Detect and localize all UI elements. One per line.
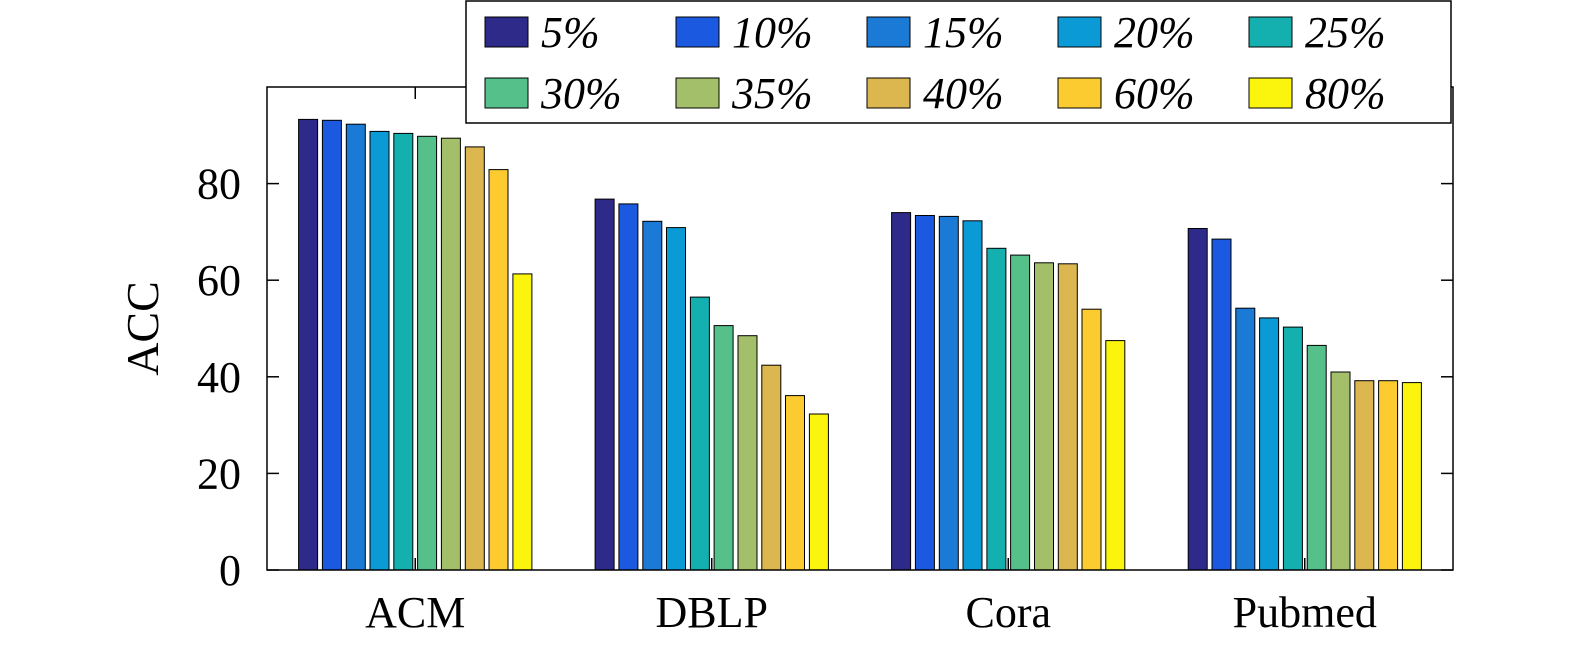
bar-pubmed-30pct [1306, 344, 1327, 571]
legend-label: 10% [732, 8, 813, 57]
legend-label: 40% [923, 69, 1004, 118]
bar-acm-20pct [369, 130, 390, 571]
bars-layer [298, 118, 1422, 571]
legend-swatch [1057, 77, 1102, 109]
bar-pubmed-15pct [1235, 307, 1256, 571]
legend-swatch [866, 16, 911, 48]
bar-pubmed-5pct [1187, 228, 1208, 571]
legend-swatch [1248, 77, 1293, 109]
legend-label: 80% [1305, 69, 1386, 118]
legend-label: 20% [1114, 8, 1195, 57]
bar-pubmed-40pct [1354, 380, 1375, 571]
legend-swatch [484, 77, 529, 109]
x-tick-label: DBLP [656, 588, 768, 637]
legend-label: 25% [1305, 8, 1386, 57]
bar-acm-80pct [512, 273, 533, 571]
y-tick-label: 40 [197, 353, 241, 402]
x-tick-label: ACM [365, 588, 465, 637]
bar-cora-20pct [962, 220, 983, 571]
bar-acm-60pct [488, 169, 509, 571]
bar-acm-35pct [440, 137, 461, 571]
y-tick-label: 60 [197, 256, 241, 305]
bar-cora-40pct [1057, 263, 1078, 571]
bar-cora-30pct [1010, 254, 1031, 571]
bar-cora-5pct [891, 212, 912, 571]
bar-pubmed-10pct [1211, 238, 1232, 571]
legend-label: 30% [540, 69, 622, 118]
legend-swatch [484, 16, 529, 48]
bar-acm-25pct [393, 132, 414, 571]
bar-dblp-10pct [618, 203, 639, 571]
y-tick-label: 0 [219, 546, 241, 595]
bar-acm-10pct [321, 119, 342, 571]
bar-pubmed-80pct [1401, 382, 1422, 571]
bar-dblp-20pct [666, 227, 686, 571]
bar-dblp-15pct [642, 220, 663, 571]
legend-label: 60% [1114, 69, 1195, 118]
bar-dblp-5pct [594, 198, 615, 571]
bar-cora-10pct [914, 215, 935, 571]
bar-pubmed-20pct [1259, 317, 1280, 571]
legend: 5% 10% 15% 20% 25% 30% 35% 40% 60% 80% [465, 0, 1452, 124]
bar-pubmed-35pct [1330, 371, 1351, 571]
legend-swatch [866, 77, 911, 109]
bar-dblp-60pct [785, 395, 805, 571]
bar-dblp-80pct [808, 413, 829, 571]
bar-acm-30pct [417, 135, 438, 571]
y-tick-label: 20 [197, 449, 241, 498]
legend-swatch [675, 16, 720, 48]
bar-cora-35pct [1034, 262, 1054, 571]
ticks-layer: 0 20 40 60 80 ACM DBLP Cora Pubmed [197, 87, 1453, 637]
bar-acm-15pct [345, 123, 366, 571]
legend-label: 5% [541, 8, 600, 57]
bar-dblp-25pct [689, 296, 710, 571]
legend-swatch [1057, 16, 1102, 48]
y-tick-label: 80 [197, 160, 241, 209]
bar-acm-40pct [464, 146, 485, 571]
legend-label: 35% [731, 69, 813, 118]
bar-cora-60pct [1081, 308, 1102, 571]
bar-dblp-35pct [737, 335, 758, 571]
x-tick-label: Pubmed [1233, 588, 1377, 637]
y-axis-label: ACC [117, 281, 168, 376]
legend-label: 15% [923, 8, 1004, 57]
bar-dblp-40pct [761, 364, 782, 571]
bar-pubmed-25pct [1282, 326, 1303, 571]
bar-acm-5pct [298, 118, 319, 571]
legend-swatch [1248, 16, 1293, 48]
x-tick-label: Cora [965, 588, 1051, 637]
bar-cora-15pct [938, 215, 959, 571]
bar-dblp-30pct [713, 325, 734, 571]
bar-pubmed-60pct [1378, 380, 1399, 571]
bar-cora-25pct [986, 247, 1007, 571]
bar-cora-80pct [1105, 340, 1126, 571]
legend-swatch [675, 77, 720, 109]
